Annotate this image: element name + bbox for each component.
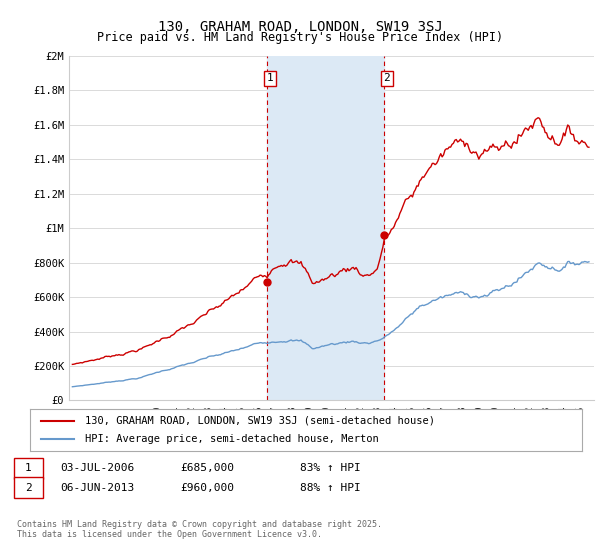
Text: Price paid vs. HM Land Registry's House Price Index (HPI): Price paid vs. HM Land Registry's House … bbox=[97, 31, 503, 44]
Text: Contains HM Land Registry data © Crown copyright and database right 2025.
This d: Contains HM Land Registry data © Crown c… bbox=[17, 520, 382, 539]
Bar bbox=[267, 56, 385, 400]
Text: 2: 2 bbox=[25, 483, 32, 493]
Text: 83% ↑ HPI: 83% ↑ HPI bbox=[300, 463, 361, 473]
Text: HPI: Average price, semi-detached house, Merton: HPI: Average price, semi-detached house,… bbox=[85, 434, 379, 444]
Text: 130, GRAHAM ROAD, LONDON, SW19 3SJ: 130, GRAHAM ROAD, LONDON, SW19 3SJ bbox=[158, 20, 442, 34]
Text: 1: 1 bbox=[25, 463, 32, 473]
Text: 88% ↑ HPI: 88% ↑ HPI bbox=[300, 483, 361, 493]
Text: 03-JUL-2006: 03-JUL-2006 bbox=[60, 463, 134, 473]
Text: £685,000: £685,000 bbox=[180, 463, 234, 473]
Text: 1: 1 bbox=[266, 73, 273, 83]
Text: 2: 2 bbox=[383, 73, 390, 83]
Text: 130, GRAHAM ROAD, LONDON, SW19 3SJ (semi-detached house): 130, GRAHAM ROAD, LONDON, SW19 3SJ (semi… bbox=[85, 416, 435, 426]
Text: £960,000: £960,000 bbox=[180, 483, 234, 493]
Text: 06-JUN-2013: 06-JUN-2013 bbox=[60, 483, 134, 493]
